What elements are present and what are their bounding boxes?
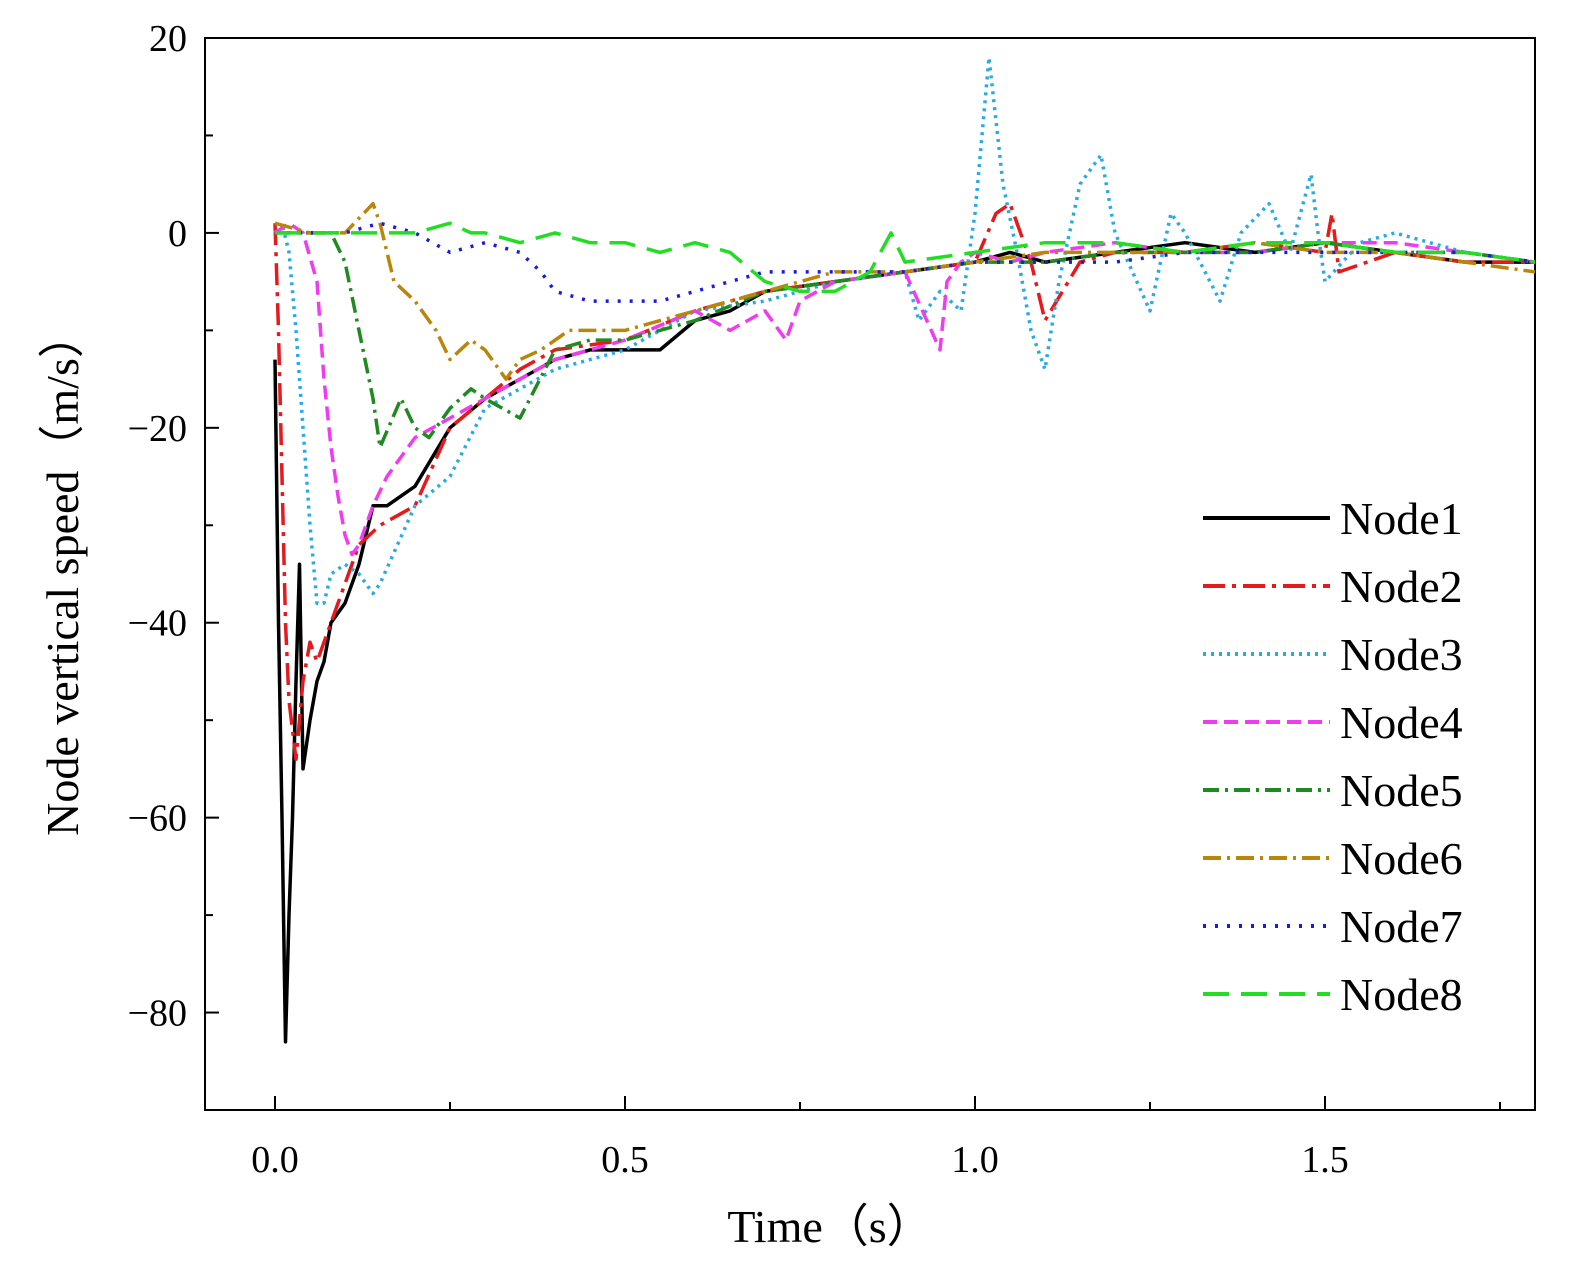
legend-label-node1: Node1 <box>1340 493 1463 544</box>
legend-label-node7: Node7 <box>1340 901 1463 952</box>
legend-label-node4: Node4 <box>1340 697 1463 748</box>
legend-label-node3: Node3 <box>1340 629 1463 680</box>
y-tick-label: 20 <box>149 18 187 60</box>
y-tick-label: 0 <box>168 213 187 255</box>
y-tick-label: −60 <box>128 798 187 840</box>
x-axis-title: Time（s） <box>727 1201 932 1252</box>
series-group <box>273 55 1536 1044</box>
x-tick-label: 0.5 <box>601 1139 649 1181</box>
legend: Node1 Node2 Node3 Node4 Node5 Node6 Node7 Node8 <box>1203 493 1463 1020</box>
series-line-node3 <box>273 55 1536 605</box>
x-tick-label: 0.0 <box>251 1139 299 1181</box>
x-tick-label: 1.5 <box>1301 1139 1349 1181</box>
y-axis-title: Node vertical speed（m/s） <box>37 312 88 836</box>
series-line-node8 <box>275 221 1536 294</box>
plot-frame <box>204 37 1536 1111</box>
legend-label-node6: Node6 <box>1340 833 1463 884</box>
axes-group: 20 0 −20 −40 −60 −80 0.0 0.5 1.0 1.5 Time（s） Node v… <box>37 18 1536 1252</box>
legend-label-node2: Node2 <box>1340 561 1463 612</box>
legend-label-node8: Node8 <box>1340 969 1463 1020</box>
y-tick-label: −40 <box>128 603 187 645</box>
y-tick-label: −20 <box>128 408 187 450</box>
y-tick-label: −80 <box>128 993 187 1035</box>
legend-label-node5: Node5 <box>1340 765 1463 816</box>
x-tick-label: 1.0 <box>951 1139 999 1181</box>
